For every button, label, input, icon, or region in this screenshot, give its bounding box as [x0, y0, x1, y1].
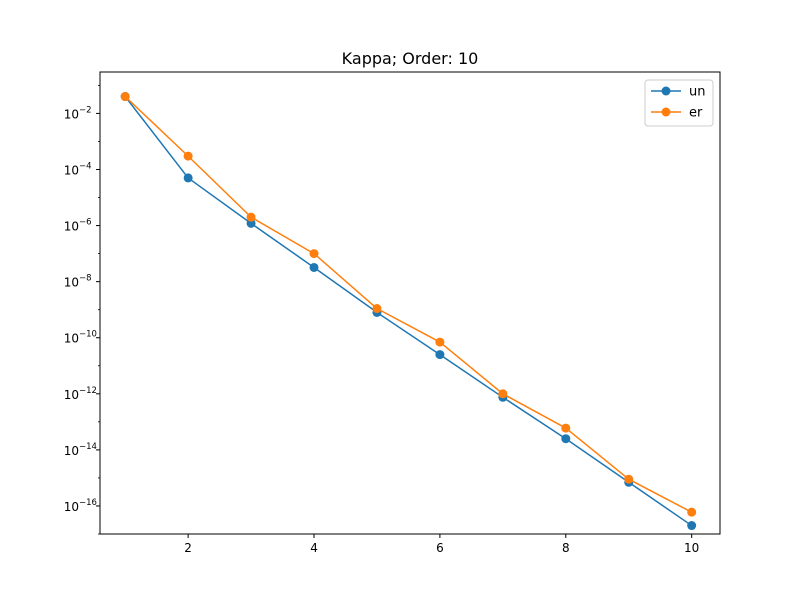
data-point-er	[561, 423, 571, 433]
chart-title: Kappa; Order: 10	[342, 49, 479, 68]
y-tick-label: 10	[64, 444, 79, 458]
data-point-er	[183, 151, 193, 161]
y-tick-label-exponent: −12	[79, 386, 97, 396]
y-tick-label: 10	[64, 163, 79, 177]
legend-entry-un: un	[651, 85, 705, 100]
data-point-un	[561, 434, 571, 444]
data-point-er	[246, 212, 256, 222]
series-line-un	[124, 96, 693, 527]
y-tick-label: 10	[64, 107, 79, 121]
data-point-er	[309, 249, 319, 259]
x-tick-label: 8	[562, 541, 570, 555]
data-point-er	[372, 304, 382, 314]
y-tick-label-exponent: −14	[79, 442, 97, 452]
data-point-er	[435, 337, 445, 347]
y-tick-label-exponent: −6	[79, 218, 92, 228]
plot-area-frame	[99, 71, 721, 535]
y-tick-label: 10	[64, 220, 79, 234]
y-tick-label-exponent: −8	[79, 274, 92, 284]
y-tick-label-exponent: −2	[79, 105, 92, 115]
legend-marker-un	[661, 86, 671, 96]
x-axis: 2 4 6 8 10	[184, 534, 699, 555]
series-line-er	[124, 95, 693, 513]
legend-entry-er: er	[651, 106, 703, 121]
data-point-er	[687, 507, 697, 517]
y-tick-label: 10	[64, 388, 79, 402]
x-tick-label: 10	[684, 541, 699, 555]
data-point-er	[120, 92, 130, 102]
data-point-un	[687, 521, 697, 531]
y-tick-label-exponent: −4	[79, 161, 92, 171]
y-tick-label: 10	[64, 500, 79, 514]
data-point-un	[246, 218, 256, 228]
legend: un er	[644, 79, 714, 127]
legend-label-un: un	[689, 85, 705, 100]
series-er	[120, 92, 697, 517]
x-tick-label: 6	[436, 541, 444, 555]
data-point-er	[498, 389, 508, 399]
y-tick-label: 10	[64, 276, 79, 290]
data-point-er	[624, 474, 634, 484]
y-tick-label: 10	[64, 332, 79, 346]
series-layer	[120, 92, 697, 531]
y-tick-label-exponent: −10	[79, 330, 97, 340]
x-tick-label: 4	[310, 541, 318, 555]
data-point-un	[309, 262, 319, 272]
y-tick-label-exponent: −16	[79, 498, 97, 508]
data-point-un	[183, 173, 193, 183]
data-point-un	[435, 350, 445, 360]
x-tick-label: 2	[184, 541, 192, 555]
legend-label-er: er	[689, 106, 703, 121]
legend-marker-er	[661, 107, 671, 117]
